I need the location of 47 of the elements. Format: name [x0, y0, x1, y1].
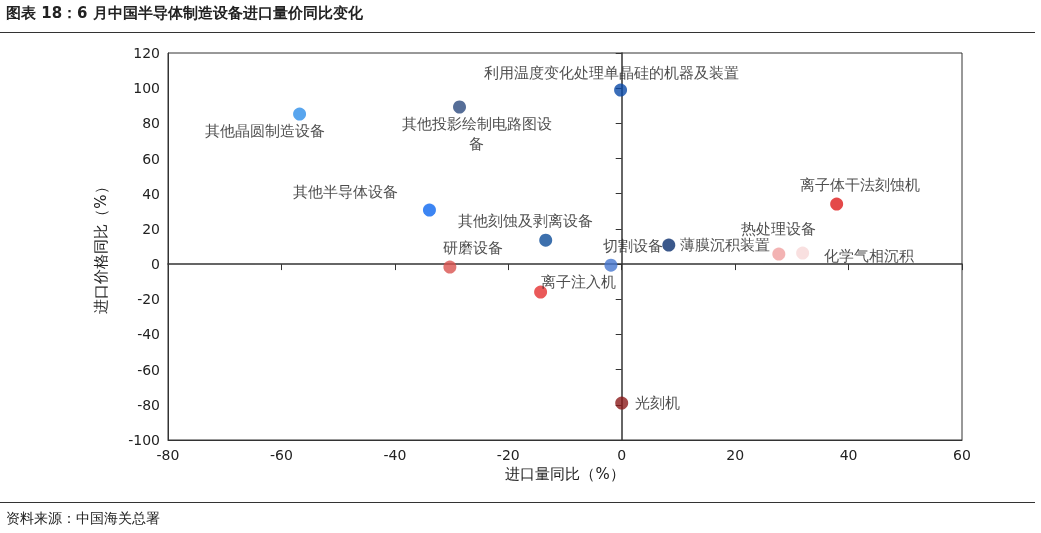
y-tick-label: 100: [133, 80, 160, 97]
chart-title: 图表 18：6 月中国半导体制造设备进口量价同比变化: [6, 4, 363, 23]
point: [293, 107, 307, 121]
point: [615, 396, 629, 410]
y-tick-label: 0: [151, 256, 160, 273]
point: [443, 260, 457, 274]
point: [614, 83, 628, 97]
x-tick-label: -40: [383, 447, 407, 463]
annotation: 化学气相沉积: [823, 247, 914, 266]
point: [539, 233, 553, 247]
annotation: 薄膜沉积装置: [679, 236, 770, 255]
annotation: 热处理设备: [741, 220, 817, 239]
y-tick-label: 120: [133, 45, 160, 61]
x-tick-label: 0: [617, 447, 627, 463]
y-tick-label: -80: [137, 396, 160, 413]
annotation: 其他半导体设备: [292, 183, 398, 202]
x-tick-label: -60: [269, 447, 293, 463]
x-tick-label: 20: [726, 447, 745, 463]
x-tick-label: 60: [953, 447, 971, 463]
y-axis-title: 进口价格同比（%）: [91, 179, 110, 314]
annotation: 其他晶圆制造设备: [204, 122, 325, 141]
annotation: 光刻机: [634, 394, 680, 413]
point: [796, 246, 810, 260]
y-tick-label: -20: [137, 291, 160, 308]
annotation: 其他投影绘制电路图设备: [401, 115, 552, 153]
annotation: 离子体干法刻蚀机: [799, 176, 920, 195]
point: [604, 258, 618, 272]
y-tick-label: 40: [142, 185, 160, 202]
point: [453, 100, 467, 114]
x-tick-label: -80: [156, 447, 180, 463]
y-tick-label: -60: [137, 361, 160, 378]
annotation: 研磨设备: [442, 239, 503, 258]
annotation: 离子注入机: [540, 273, 616, 292]
point: [662, 238, 676, 252]
point: [772, 247, 786, 261]
point: [830, 197, 844, 211]
x-axis-title: 进口量同比（%）: [505, 465, 625, 484]
x-tick-label: -20: [496, 447, 520, 463]
y-tick-label: -100: [128, 432, 160, 448]
y-tick-label: 80: [142, 115, 160, 132]
text: 资料来源：中国海关总署: [6, 510, 160, 528]
annotation: 其他刻蚀及剥离设备: [458, 212, 594, 231]
x-tick-label: 40: [839, 447, 858, 463]
y-tick-label: 20: [142, 220, 160, 237]
point: [422, 203, 436, 217]
y-tick-label: 60: [142, 150, 160, 167]
y-tick-label: -40: [137, 326, 160, 343]
